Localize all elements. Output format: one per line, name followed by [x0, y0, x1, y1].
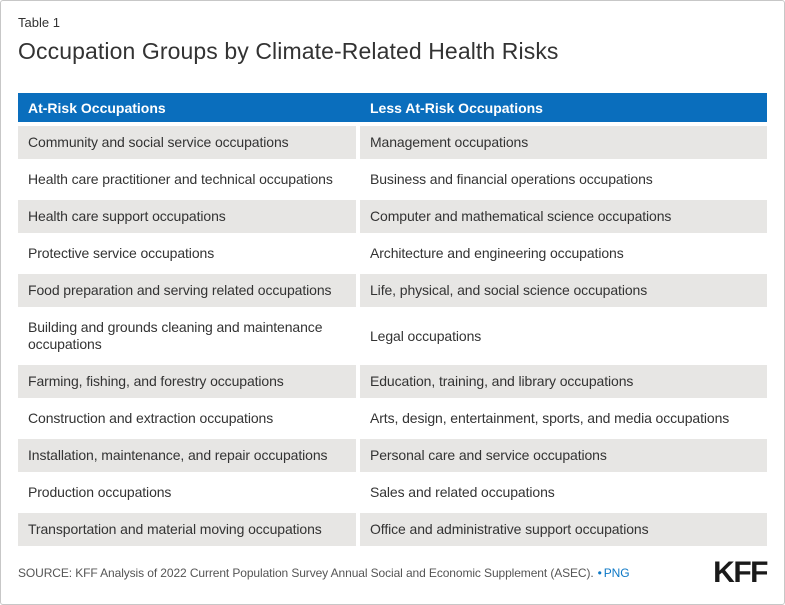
source-text: SOURCE: KFF Analysis of 2022 Current Pop… [18, 566, 594, 580]
cell-less-at-risk: Management occupations [360, 126, 767, 159]
table-body: Community and social service occupations… [18, 126, 767, 550]
table-row: Building and grounds cleaning and mainte… [18, 311, 767, 361]
table-row: Installation, maintenance, and repair oc… [18, 439, 767, 472]
cell-less-at-risk: Computer and mathematical science occupa… [360, 200, 767, 233]
column-header-less-at-risk: Less At-Risk Occupations [370, 99, 543, 116]
cell-at-risk: Community and social service occupations [18, 126, 356, 159]
png-download-link[interactable]: PNG [603, 566, 630, 580]
table-row: Health care practitioner and technical o… [18, 163, 767, 196]
cell-less-at-risk: Business and financial operations occupa… [360, 163, 767, 196]
page-title: Occupation Groups by Climate-Related Hea… [18, 38, 559, 64]
table-row: Farming, fishing, and forestry occupatio… [18, 365, 767, 398]
table-row: Construction and extraction occupations … [18, 402, 767, 435]
kff-logo[interactable]: KFF [713, 556, 768, 589]
cell-at-risk: Protective service occupations [18, 237, 356, 270]
cell-at-risk: Building and grounds cleaning and mainte… [18, 311, 356, 361]
cell-less-at-risk: Legal occupations [360, 311, 767, 361]
cell-at-risk: Farming, fishing, and forestry occupatio… [18, 365, 356, 398]
cell-less-at-risk: Life, physical, and social science occup… [360, 274, 767, 307]
table-row: Community and social service occupations… [18, 126, 767, 159]
cell-at-risk: Installation, maintenance, and repair oc… [18, 439, 356, 472]
cell-at-risk: Health care practitioner and technical o… [18, 163, 356, 196]
table-header-row: At-Risk Occupations Less At-Risk Occupat… [18, 93, 767, 122]
table-row: Transportation and material moving occup… [18, 513, 767, 546]
cell-less-at-risk: Personal care and service occupations [360, 439, 767, 472]
table-row: Production occupations Sales and related… [18, 476, 767, 509]
cell-less-at-risk: Sales and related occupations [360, 476, 767, 509]
cell-at-risk: Food preparation and serving related occ… [18, 274, 356, 307]
table-row: Health care support occupations Computer… [18, 200, 767, 233]
table-number-label: Table 1 [18, 15, 60, 30]
cell-less-at-risk: Architecture and engineering occupations [360, 237, 767, 270]
cell-less-at-risk: Arts, design, entertainment, sports, and… [360, 402, 767, 435]
occupations-table: At-Risk Occupations Less At-Risk Occupat… [18, 93, 767, 550]
figure-footer: SOURCE: KFF Analysis of 2022 Current Pop… [18, 556, 768, 590]
cell-at-risk: Health care support occupations [18, 200, 356, 233]
column-header-at-risk: At-Risk Occupations [28, 99, 166, 116]
cell-at-risk: Production occupations [18, 476, 356, 509]
cell-at-risk: Transportation and material moving occup… [18, 513, 356, 546]
link-bullet: • [597, 566, 602, 580]
cell-less-at-risk: Education, training, and library occupat… [360, 365, 767, 398]
cell-at-risk: Construction and extraction occupations [18, 402, 356, 435]
table-row: Food preparation and serving related occ… [18, 274, 767, 307]
table-row: Protective service occupations Architect… [18, 237, 767, 270]
source-note: SOURCE: KFF Analysis of 2022 Current Pop… [18, 566, 630, 580]
cell-less-at-risk: Office and administrative support occupa… [360, 513, 767, 546]
